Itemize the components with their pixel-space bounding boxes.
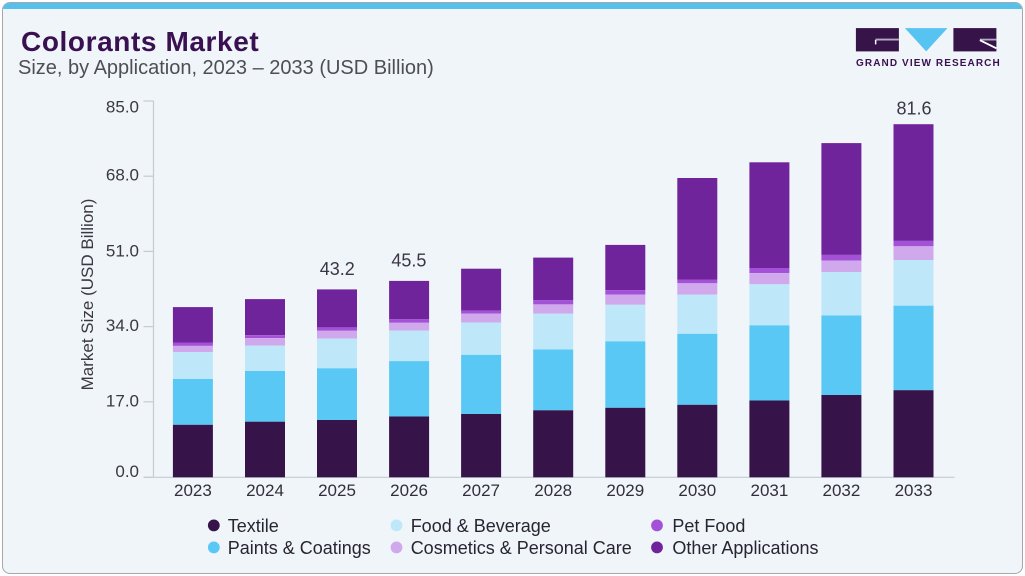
svg-text:45.5: 45.5 bbox=[391, 251, 426, 271]
svg-text:2033: 2033 bbox=[895, 481, 933, 500]
svg-text:2032: 2032 bbox=[822, 481, 860, 500]
svg-text:2026: 2026 bbox=[390, 481, 428, 500]
svg-text:17.0: 17.0 bbox=[106, 391, 139, 410]
svg-text:Market Size (USD Billion): Market Size (USD Billion) bbox=[78, 199, 97, 391]
svg-text:51.0: 51.0 bbox=[106, 241, 139, 260]
svg-text:85.0: 85.0 bbox=[106, 98, 139, 117]
svg-text:Pet Food: Pet Food bbox=[672, 516, 745, 536]
svg-text:2025: 2025 bbox=[318, 481, 356, 500]
svg-text:Food & Beverage: Food & Beverage bbox=[411, 516, 551, 536]
svg-text:Other Applications: Other Applications bbox=[672, 538, 818, 558]
svg-text:2031: 2031 bbox=[750, 481, 788, 500]
svg-text:2024: 2024 bbox=[246, 481, 284, 500]
svg-text:2023: 2023 bbox=[174, 481, 212, 500]
svg-text:43.2: 43.2 bbox=[320, 259, 355, 279]
svg-text:2027: 2027 bbox=[462, 481, 500, 500]
svg-text:Textile: Textile bbox=[228, 516, 279, 536]
svg-text:0.0: 0.0 bbox=[115, 462, 139, 481]
svg-text:2028: 2028 bbox=[534, 481, 572, 500]
svg-text:34.0: 34.0 bbox=[106, 316, 139, 335]
svg-text:Cosmetics & Personal Care: Cosmetics & Personal Care bbox=[411, 538, 632, 558]
svg-text:2030: 2030 bbox=[678, 481, 716, 500]
svg-text:2029: 2029 bbox=[606, 481, 644, 500]
svg-text:Paints & Coatings: Paints & Coatings bbox=[228, 538, 371, 558]
svg-text:68.0: 68.0 bbox=[106, 166, 139, 185]
svg-text:81.6: 81.6 bbox=[896, 98, 931, 118]
